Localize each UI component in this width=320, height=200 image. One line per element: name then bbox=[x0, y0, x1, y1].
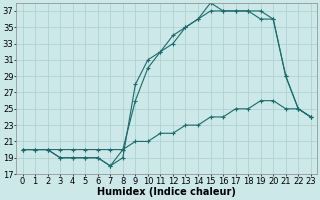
X-axis label: Humidex (Indice chaleur): Humidex (Indice chaleur) bbox=[97, 187, 236, 197]
